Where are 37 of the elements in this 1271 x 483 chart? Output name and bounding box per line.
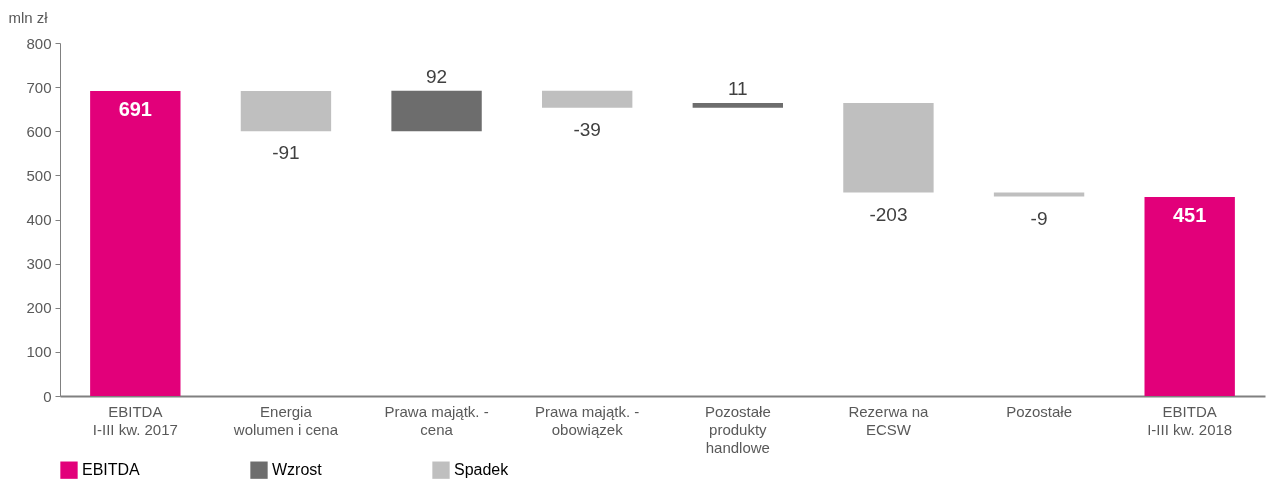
- bar: [391, 90, 482, 132]
- y-tick-label: 400: [26, 211, 52, 228]
- x-tick-label: Prawa majątk. - obowiązek: [535, 402, 640, 438]
- bar: [993, 192, 1085, 197]
- y-axis-title: mln zł: [8, 8, 49, 26]
- y-tick-label: 800: [26, 34, 52, 52]
- y-tick-label: 600: [26, 122, 52, 140]
- y-tick-label: 500: [26, 166, 52, 184]
- data-label: 11: [727, 78, 748, 100]
- y-tick-label: 0: [43, 387, 52, 405]
- data-label: -39: [573, 118, 601, 140]
- data-label: 92: [425, 65, 448, 87]
- y-tick-label: 100: [26, 343, 52, 361]
- legend-label: Spadek: [454, 461, 510, 479]
- data-label: 691: [118, 98, 152, 121]
- x-tick-label: Prawa majątk. - cena: [384, 402, 489, 438]
- data-label: -203: [869, 203, 908, 225]
- data-label: 451: [1173, 204, 1207, 226]
- data-label: -91: [272, 142, 300, 164]
- x-tick-label: Rezerwa na ECSW: [848, 402, 930, 438]
- bar: [1144, 197, 1235, 396]
- x-tick-label: Energia wolumen i cena: [232, 402, 339, 438]
- bar: [90, 91, 181, 396]
- bar: [240, 91, 332, 132]
- legend-label: Wzrost: [272, 461, 323, 479]
- y-tick-label: 200: [26, 299, 52, 317]
- bar: [843, 103, 934, 193]
- x-tick-label: EBITDA I-III kw. 2017: [92, 402, 178, 438]
- x-tick-label: EBITDA I-III kw. 2018: [1147, 402, 1233, 438]
- data-label: -9: [1030, 207, 1048, 229]
- legend-label: EBITDA: [82, 461, 141, 479]
- x-tick-label: Pozostałe: [1006, 402, 1072, 420]
- y-tick-label: 300: [26, 255, 52, 273]
- y-tick-label: 700: [26, 78, 52, 96]
- x-tick-label: Pozostałe produkty handlowe: [704, 402, 771, 456]
- bar: [542, 90, 633, 108]
- bar: [692, 103, 783, 108]
